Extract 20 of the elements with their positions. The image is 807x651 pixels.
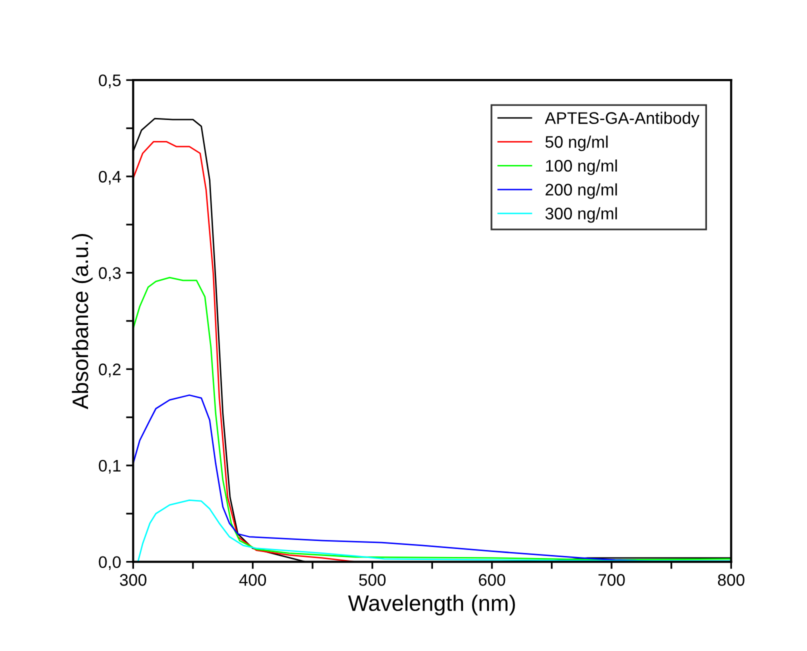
x-tick-label: 500 xyxy=(359,574,386,586)
y-axis-title: Absorbance (a.u.) xyxy=(72,234,93,410)
legend-label: 300 ng/ml xyxy=(545,207,617,223)
y-tick-label: 0,5 xyxy=(98,74,121,88)
y-tick-label: 0,4 xyxy=(98,170,121,185)
y-tick-label: 0,1 xyxy=(98,460,121,474)
legend-label: 200 ng/ml xyxy=(546,183,617,199)
legend-label: 50 ng/ml xyxy=(545,136,608,152)
legend-label: APTES-GA-Antibody xyxy=(544,112,700,128)
line-series xyxy=(137,499,732,562)
x-tick-label: 600 xyxy=(478,574,506,586)
x-tick-label: 800 xyxy=(718,574,744,586)
legend-label: 100 ng/ml xyxy=(546,159,617,176)
x-axis-title: Wavelength (nm) xyxy=(348,594,515,616)
x-tick-label: 700 xyxy=(598,574,625,586)
y-tick-label: 0,2 xyxy=(98,364,121,378)
x-tick-label: 400 xyxy=(239,574,266,586)
y-tick-label: 0,3 xyxy=(98,267,121,281)
y-tick-label: 0,0 xyxy=(98,556,121,570)
x-tick-label: 300 xyxy=(120,574,146,586)
